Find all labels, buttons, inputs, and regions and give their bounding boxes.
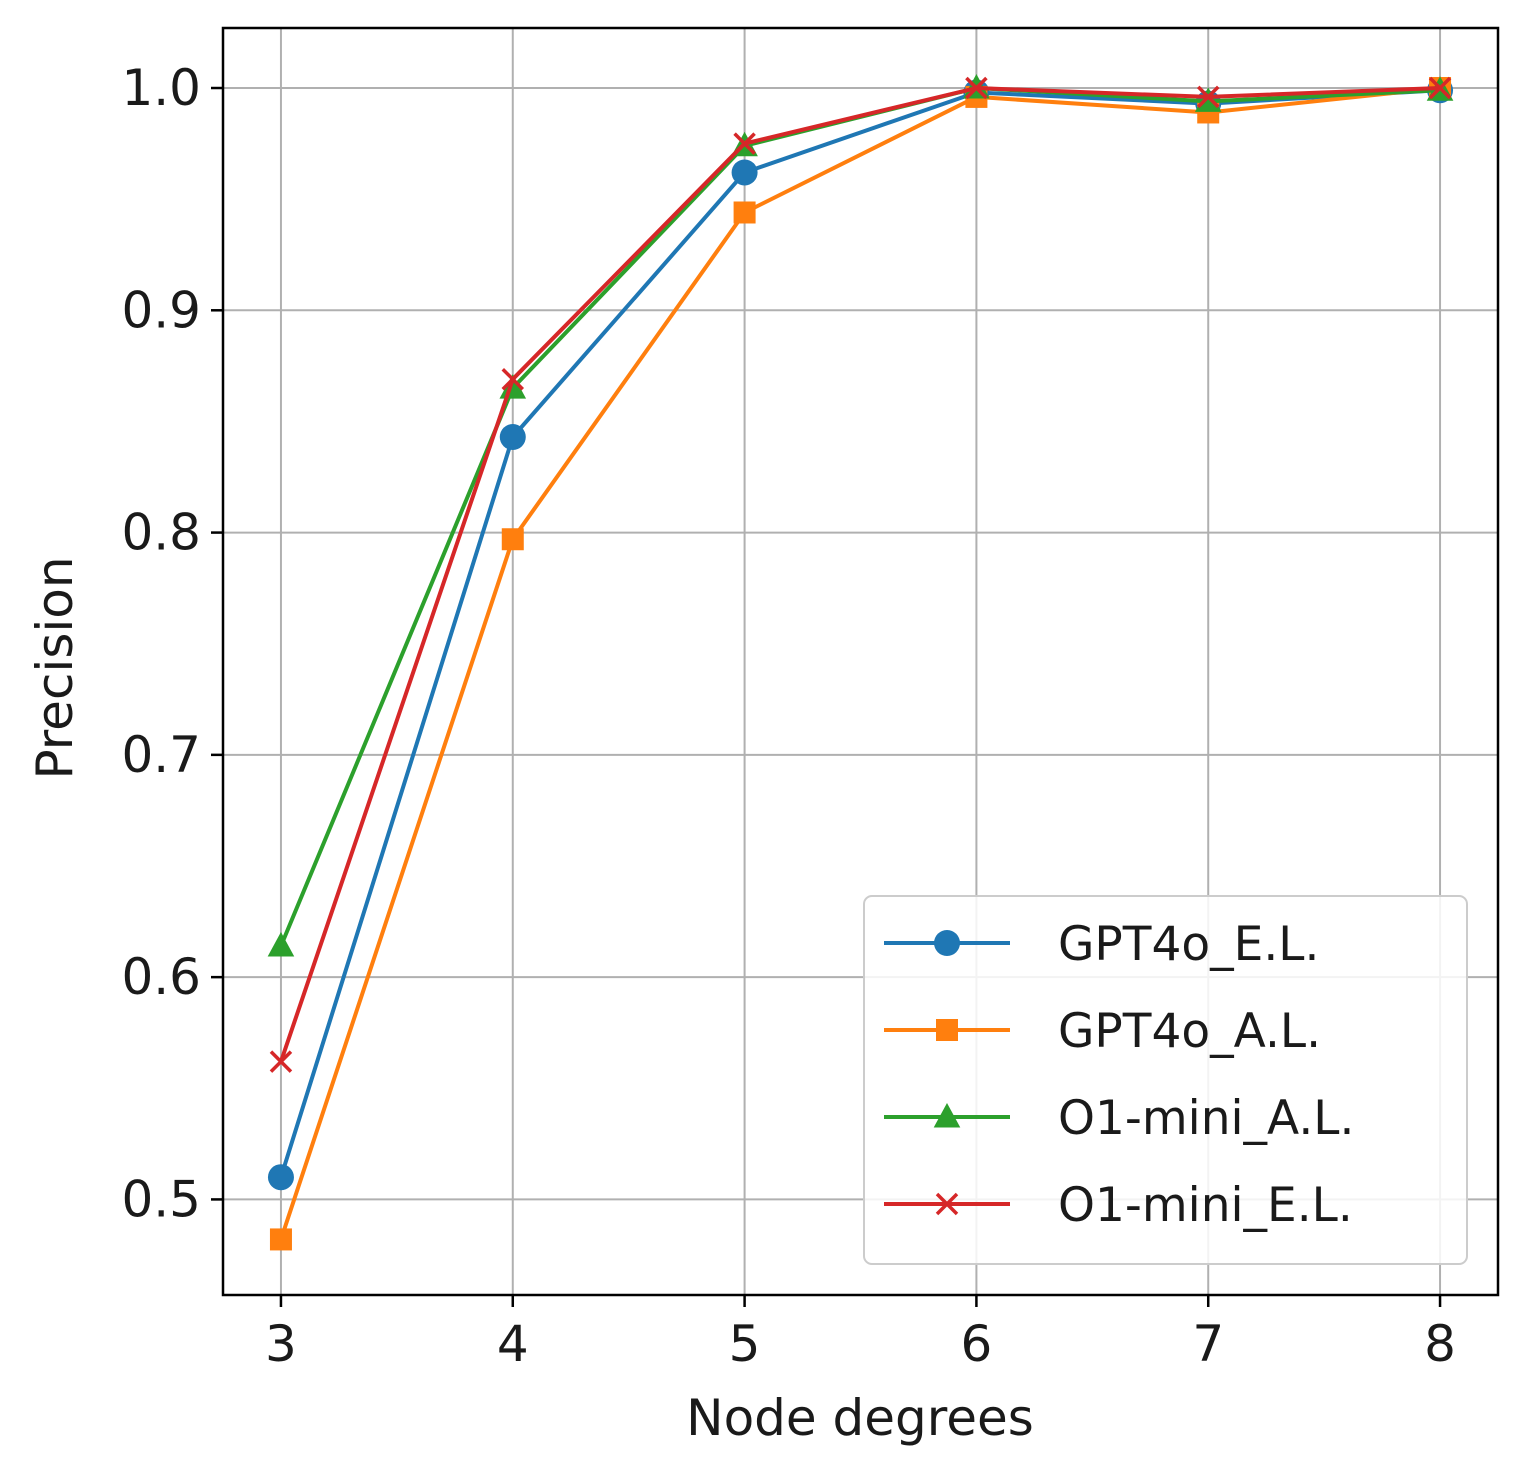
- x-tick-label: 6: [961, 1315, 993, 1373]
- data-point: [499, 374, 527, 399]
- data-point: [965, 76, 988, 100]
- legend: GPT4o_E.L. GPT4o_A.L. O1-mini_A.L. O1-mini_…: [863, 895, 1468, 1265]
- legend-item: GPT4o_E.L.: [884, 917, 1319, 972]
- y-tick-label: 0.6: [121, 948, 201, 1006]
- y-tick-label: 0.8: [121, 504, 201, 562]
- data-point: [731, 159, 758, 186]
- plot-frame: [221, 26, 1500, 1297]
- legend-item: O1-mini_A.L.: [884, 1091, 1354, 1146]
- x-axis-label: Node degrees: [686, 1389, 1034, 1447]
- series-line: [279, 86, 1441, 1063]
- legend-label: GPT4o_A.L.: [1058, 1004, 1321, 1059]
- x-tick-label: 7: [1192, 1315, 1224, 1373]
- legend-label: GPT4o_E.L.: [1058, 917, 1319, 972]
- y-tick-label: 0.9: [121, 281, 201, 339]
- legend-swatch-marker: [934, 930, 960, 956]
- data-point: [269, 1050, 293, 1073]
- x-tick-label: 5: [729, 1315, 761, 1373]
- y-tick-label: 0.7: [121, 726, 201, 784]
- series-3: [269, 76, 1452, 1073]
- data-point: [501, 367, 525, 391]
- series-line: [279, 86, 1441, 1241]
- y-axis-label: Precision: [26, 556, 84, 779]
- legend-item: O1-mini_E.L.: [884, 1178, 1353, 1233]
- series-2: [267, 74, 1454, 957]
- series-line: [279, 86, 1441, 947]
- x-tick-label: 8: [1424, 1315, 1456, 1373]
- data-point: [733, 132, 756, 155]
- y-tick-label: 1.0: [121, 59, 201, 117]
- x-tick-label: 4: [497, 1315, 529, 1373]
- y-tick-label: 0.5: [121, 1170, 201, 1228]
- tick-labels: 3 4 5 6 7 8 0.5 0.6 0.7 0.8 0.9 1.0: [121, 59, 1455, 1373]
- data-point: [1428, 76, 1452, 100]
- legend-swatch-marker: [935, 1192, 959, 1216]
- data-point: [499, 423, 526, 450]
- legend-swatch-marker: [933, 1103, 961, 1128]
- data-point: [267, 932, 295, 957]
- legend-swatch-marker: [936, 1019, 958, 1041]
- legend-label: O1-mini_A.L.: [1058, 1091, 1354, 1146]
- series-group: [267, 74, 1454, 1251]
- data-point: [267, 1164, 294, 1191]
- data-point: [1196, 85, 1220, 109]
- grid: [223, 28, 1498, 1295]
- data-point: [269, 1228, 292, 1251]
- data-point: [501, 528, 524, 551]
- x-tick-label: 3: [265, 1315, 297, 1373]
- legend-item: GPT4o_A.L.: [884, 1004, 1321, 1059]
- legend-label: O1-mini_E.L.: [1058, 1178, 1353, 1233]
- data-point: [733, 201, 756, 224]
- legend-box: [863, 895, 1468, 1265]
